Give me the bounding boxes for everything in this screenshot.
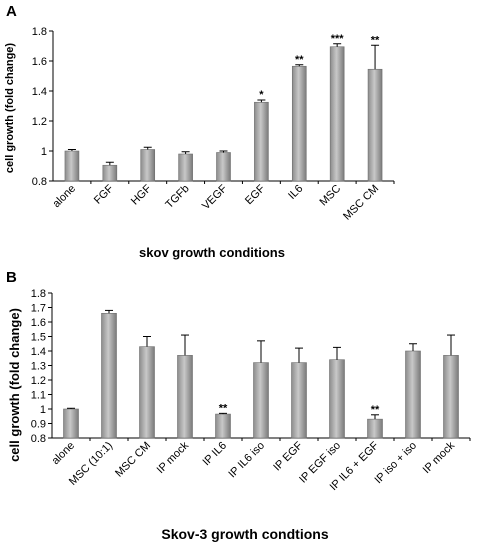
panel-b-y-tick-label: 1.3	[31, 361, 46, 373]
panel-b-category-label: IP mock	[421, 439, 458, 476]
panel-a-significance-label: **	[371, 34, 380, 46]
panel-b-marks: 0.8 0.9 1 1.1 1.2 1.3 1.4 1.5 1.6 1.7 1.8 alone MSC …	[31, 288, 471, 493]
panel-a-bar	[64, 150, 80, 182]
panel-a-significance-label: ***	[331, 33, 345, 45]
panel-a-category-label: alone	[51, 183, 79, 211]
panel-a-y-tick-label: 1.2	[32, 116, 47, 128]
panel-b-x-axis-title: Skov-3 growth condtions	[161, 526, 328, 542]
panel-a-bar	[329, 46, 345, 182]
panel-a-y-axis-title: cell growth (fold change)	[4, 43, 16, 174]
panel-b-category-label: IP IL6	[200, 440, 229, 469]
panel-b-y-tick-label: 1	[40, 404, 46, 416]
panel-b-category-label: MSC CM	[113, 440, 153, 480]
panel-b-y-tick-label: 1.7	[31, 303, 46, 315]
panel-b-bar	[253, 362, 269, 439]
panel-a-chart: A cell growth (fold change) skov growth …	[4, 3, 395, 260]
panel-b-category-label: alone	[50, 440, 78, 468]
panel-b-bar	[329, 359, 345, 439]
panel-a-y-tick-label: 0.8	[32, 176, 47, 188]
panel-b-bar	[405, 350, 421, 439]
panel-b-bar	[443, 355, 459, 439]
panel-b-significance-label: **	[371, 404, 380, 416]
panel-a-y-tick-label: 1	[41, 146, 47, 158]
panel-a-letter: A	[6, 3, 17, 20]
panel-a-bar	[102, 164, 118, 182]
panel-b-category-label: IP IL6 iso	[226, 440, 267, 481]
panel-a-bar	[216, 152, 231, 182]
panel-a-marks: 0.8 1 1.2 1.4 1.6 1.8 alone FGF HGF TGFb VEGF * EGF *…	[32, 26, 395, 223]
panel-b-y-tick-label: 1.8	[31, 288, 46, 300]
panel-b-bar	[177, 355, 193, 439]
panel-a-category-label: EGF	[243, 182, 268, 207]
panel-a-category-label: HGF	[129, 182, 154, 207]
panel-b-y-tick-label: 1.4	[31, 346, 46, 358]
panel-a-category-label: TGFb	[163, 183, 191, 211]
panel-b-y-tick-label: 0.9	[31, 419, 46, 431]
panel-b-y-tick-label: 1.6	[31, 317, 46, 329]
panel-b-y-tick-label: 1.1	[31, 390, 46, 402]
panel-a-y-tick-label: 1.8	[32, 26, 47, 38]
panel-a-bar	[291, 65, 307, 182]
panel-b-category-label: IP mock	[155, 439, 192, 476]
panel-b-bar	[139, 346, 155, 439]
panel-a-significance-label: *	[259, 89, 264, 101]
panel-b-letter: B	[6, 269, 17, 286]
panel-a-category-label: MSC CM	[341, 183, 381, 223]
panel-a-bar	[367, 68, 383, 182]
panel-a-y-tick-label: 1.6	[32, 56, 47, 68]
panel-b-significance-label: **	[219, 402, 228, 414]
panel-b-bar	[215, 413, 231, 439]
panel-b-bar	[291, 362, 307, 439]
panel-b-y-tick-label: 0.8	[31, 433, 46, 445]
panel-b-category-label: IP EGF	[271, 439, 305, 473]
panel-a-bar	[254, 101, 269, 182]
panel-b-bar	[101, 312, 117, 439]
panel-a-category-label: VEGF	[200, 182, 230, 212]
panel-a-category-label: MSC	[318, 183, 344, 209]
panel-b-bar	[367, 418, 383, 439]
panel-a-category-label: IL6	[286, 183, 305, 202]
panel-a-y-tick-label: 1.4	[32, 86, 47, 98]
panel-a-category-label: FGF	[92, 182, 116, 206]
panel-b-y-tick-label: 1.2	[31, 375, 46, 387]
panel-a-bar	[140, 149, 156, 182]
panel-a-x-axis-title: skov growth conditions	[139, 245, 285, 260]
panel-b-bar	[63, 408, 79, 439]
panel-b-y-axis-title: cell growth (fold change)	[7, 308, 22, 462]
panel-b-y-tick-label: 1.5	[31, 332, 46, 344]
panel-a-significance-label: **	[295, 54, 304, 66]
panel-a-bar	[178, 153, 193, 182]
panel-b-chart: B cell growth (fold change) Skov-3 growt…	[6, 269, 471, 542]
